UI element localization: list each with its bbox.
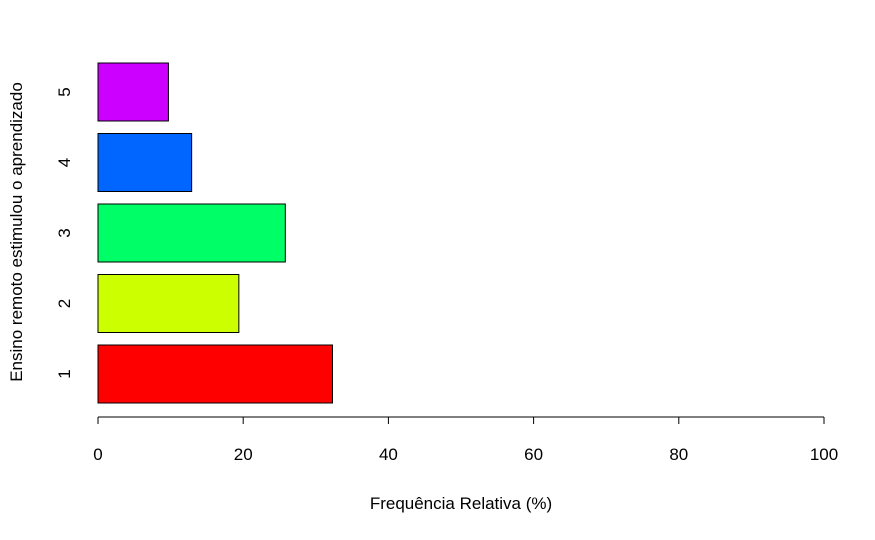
x-tick-label-80: 80 [669,445,688,464]
y-axis-labels: 1 2 3 4 5 [55,87,74,378]
y-axis-title: Ensino remoto estimulou o aprendizado [7,82,26,382]
x-axis-title: Frequência Relativa (%) [370,494,552,513]
y-tick-label-3: 3 [55,228,74,237]
y-tick-label-1: 1 [55,369,74,378]
bar-3 [97,203,286,263]
y-tick-label-4: 4 [55,158,74,167]
y-tick-label-5: 5 [55,87,74,96]
x-axis: 0 20 40 60 80 100 [93,416,838,464]
bar-2 [97,274,240,333]
y-tick-label-2: 2 [55,299,74,308]
bar-5 [97,62,169,122]
x-tick-label-20: 20 [234,445,253,464]
bar-1 [97,344,333,404]
bars-group [97,62,333,404]
x-tick-label-0: 0 [93,445,102,464]
x-tick-label-100: 100 [810,445,838,464]
x-tick-label-60: 60 [524,445,543,464]
x-tick-label-40: 40 [379,445,398,464]
bar-4 [97,133,193,192]
